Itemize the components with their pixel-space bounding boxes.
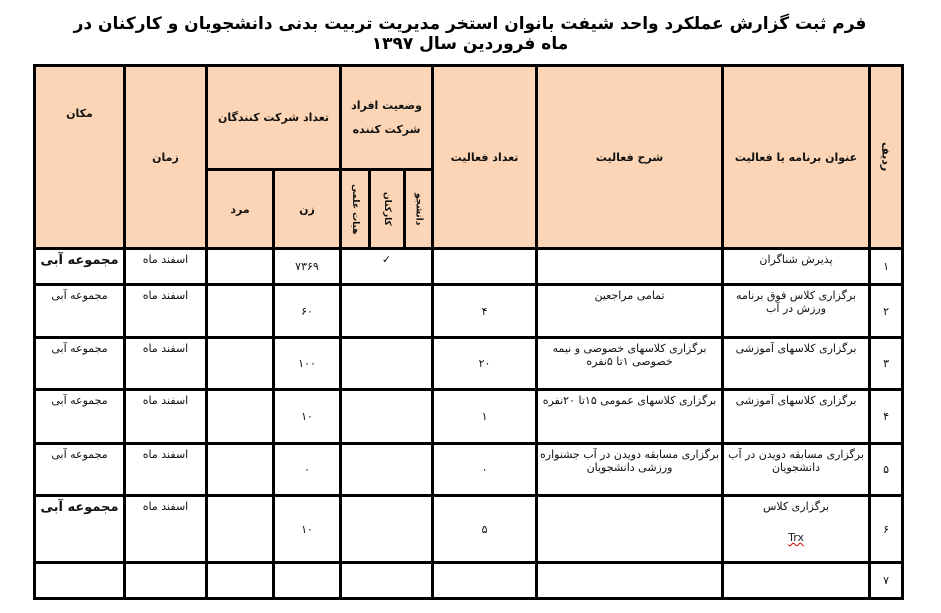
activity-title: برگزاری کلاسهای آموزشی — [721, 336, 872, 391]
table-row: ۶ برگزاری کلاس Trx ۵ ۱۰ اسفند ماه مجموعه آبی — [33, 494, 905, 564]
activity-description — [535, 561, 725, 600]
male-count — [205, 283, 275, 339]
table-row: ۲ برگزاری کلاس فوق برنامه ورزش در آب تمامی… — [33, 283, 905, 339]
page-title: فرم ثبت گزارش عملکرد واحد شیفت بانوان اس… — [73, 14, 867, 54]
activity-count — [431, 247, 539, 286]
activity-title: برگزاری کلاس فوق برنامه ورزش در آب — [721, 283, 872, 339]
table-row: ۳ برگزاری کلاسهای آموزشی برگزاری کلاسهای خ… — [33, 336, 905, 391]
place-cell: مجموعه آبی — [33, 247, 126, 286]
place-cell: مجموعه آبی — [33, 336, 126, 391]
female-count: ۱۰ — [272, 494, 342, 564]
female-count — [272, 561, 342, 600]
activity-description — [535, 247, 725, 286]
male-count — [205, 561, 275, 600]
activity-title: برگزاری کلاسهای آموزشی — [721, 388, 872, 445]
female-count: ۷۳۶۹ — [272, 247, 342, 286]
female-count: ۱۰۰ — [272, 336, 342, 391]
trx-label: Trx — [788, 531, 804, 544]
activity-count: ۱ — [431, 388, 539, 445]
activity-description: برگزاری کلاسهای خصوصی و نیمه خصوصی ۱تا ۵… — [535, 336, 725, 391]
female-count: ۶۰ — [272, 283, 342, 339]
place-cell: مجموعه آبی — [33, 494, 126, 564]
table-row: ۵ برگزاری مسابقه دویدن در آب دانشجویان برگ… — [33, 442, 905, 497]
report-table: ردیف عنوان برنامه یا فعالیت شرح فعالیت ت… — [33, 64, 905, 600]
header-status: وضعیت افراد شرکت کننده — [338, 64, 435, 171]
male-count — [205, 247, 275, 286]
row-number: ۲ — [868, 283, 905, 339]
header-faculty: هیات علمی — [338, 168, 372, 250]
activity-title: پذیرش شناگران — [721, 247, 872, 286]
participant-status — [338, 561, 435, 600]
participant-status: ✓ — [338, 247, 435, 286]
header-male: مرد — [205, 168, 275, 250]
activity-count — [431, 561, 539, 600]
activity-description — [535, 494, 725, 564]
table-row: ۱ پذیرش شناگران ✓ ۷۳۶۹ اسفند ماه مجموعه آبی — [33, 247, 905, 286]
activity-count: ۰ — [431, 442, 539, 497]
header-place: مکان — [33, 64, 126, 250]
activity-description: برگزاری مسابقه دویدن در آب جشنواره ورزشی… — [535, 442, 725, 497]
header-female: زن — [272, 168, 342, 250]
header-row-no: ردیف — [868, 64, 905, 250]
female-count: ۰ — [272, 442, 342, 497]
activity-title: برگزاری کلاس Trx — [721, 494, 872, 564]
activity-description: برگزاری کلاسهای عمومی ۱۵تا ۲۰نفره — [535, 388, 725, 445]
participant-status — [338, 388, 435, 445]
time-cell: اسفند ماه — [123, 336, 208, 391]
time-cell: اسفند ماه — [123, 388, 208, 445]
row-number: ۶ — [868, 494, 905, 564]
time-cell — [123, 561, 208, 600]
header-participants: تعداد شرکت کنندگان — [205, 64, 342, 171]
male-count — [205, 388, 275, 445]
place-cell: مجموعه آبی — [33, 442, 126, 497]
activity-description: تمامی مراجعین — [535, 283, 725, 339]
male-count — [205, 442, 275, 497]
header-activity-title: عنوان برنامه یا فعالیت — [721, 64, 872, 250]
activity-title — [721, 561, 872, 600]
row-number: ۱ — [868, 247, 905, 286]
header-description: شرح فعالیت — [535, 64, 725, 250]
table-row: ۴ برگزاری کلاسهای آموزشی برگزاری کلاسهای ع… — [33, 388, 905, 445]
female-count: ۱۰ — [272, 388, 342, 445]
row-number: ۳ — [868, 336, 905, 391]
activity-title: برگزاری مسابقه دویدن در آب دانشجویان — [721, 442, 872, 497]
row-number: ۵ — [868, 442, 905, 497]
time-cell: اسفند ماه — [123, 442, 208, 497]
male-count — [205, 494, 275, 564]
time-cell: اسفند ماه — [123, 494, 208, 564]
header-student: دانشجو — [403, 168, 435, 250]
activity-count: ۵ — [431, 494, 539, 564]
participant-status — [338, 283, 435, 339]
participant-status — [338, 494, 435, 564]
header-time: زمان — [123, 64, 208, 250]
activity-count: ۲۰ — [431, 336, 539, 391]
participant-status — [338, 442, 435, 497]
time-cell: اسفند ماه — [123, 247, 208, 286]
time-cell: اسفند ماه — [123, 283, 208, 339]
header-activity-count: تعداد فعالیت — [431, 64, 539, 250]
participant-status — [338, 336, 435, 391]
place-cell: مجموعه آبی — [33, 283, 126, 339]
male-count — [205, 336, 275, 391]
activity-count: ۴ — [431, 283, 539, 339]
table-row: ۷ — [33, 561, 905, 600]
place-cell: مجموعه آبی — [33, 388, 126, 445]
header-staff: کارکنان — [368, 168, 407, 250]
row-number: ۷ — [868, 561, 905, 600]
place-cell — [33, 561, 126, 600]
row-number: ۴ — [868, 388, 905, 445]
